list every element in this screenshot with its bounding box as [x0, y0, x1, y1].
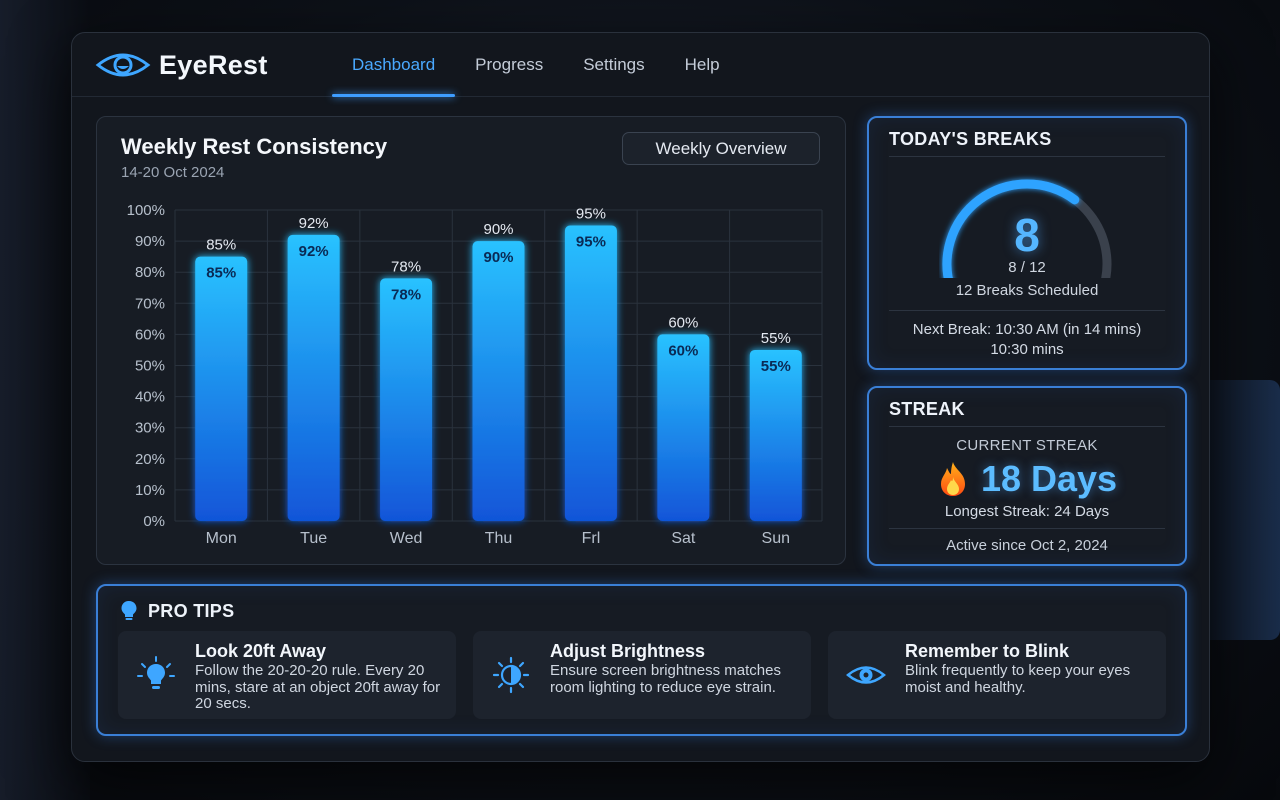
- tip-title: Remember to Blink: [905, 641, 1070, 661]
- x-tick-label: Wed: [390, 530, 423, 547]
- weekly-rest-bar-chart: 0% 10% 20% 30% 40% 50% 60% 70% 80% 90% 100% 85% 85% M…: [127, 202, 823, 547]
- x-tick-label: Sat: [671, 530, 696, 547]
- bar-value-label: 85%: [206, 237, 236, 254]
- x-tick-label: Tue: [300, 530, 327, 547]
- bar-mon: [195, 256, 248, 521]
- y-tick-label: 40%: [135, 389, 165, 406]
- tab-help[interactable]: Help: [684, 55, 720, 74]
- tab-progress[interactable]: Progress: [475, 55, 544, 74]
- bar-thu: [472, 241, 525, 521]
- background-blur-right: [1200, 380, 1280, 640]
- bar-inner-value-label: 95%: [576, 234, 606, 251]
- app-window: EyeRest Dashboard Progress Settings Help…: [71, 32, 1210, 762]
- divider: [889, 310, 1165, 311]
- y-tick-label: 100%: [127, 202, 165, 219]
- longest-streak: Longest Streak: 24 Days: [944, 503, 1110, 520]
- tip-text: Ensure screen brightness matches room li…: [550, 662, 781, 696]
- brightness-icon: [492, 656, 530, 694]
- bar-value-label: 95%: [576, 206, 606, 223]
- bar-inner-value-label: 60%: [668, 342, 698, 359]
- tab-dashboard[interactable]: Dashboard: [332, 33, 456, 97]
- tip-card-blink[interactable]: Remember to Blink Blink frequently to ke…: [828, 631, 1166, 719]
- tip-text: Follow the 20-20-20 rule. Every 20 mins,…: [195, 662, 441, 712]
- x-tick-label: Sun: [762, 530, 790, 547]
- pro-tips-card: PRO TIPS Look 20ft Away Follow the 20-20…: [96, 584, 1187, 736]
- tip-title: Look 20ft Away: [195, 641, 327, 661]
- y-tick-label: 50%: [135, 358, 165, 375]
- streak-title: STREAK: [889, 399, 965, 419]
- active-since: Active since Oct 2, 2024: [946, 537, 1108, 554]
- breaks-taken-count: 8: [1014, 209, 1040, 261]
- next-break-time: Next Break: 10:30 AM (in 14 mins): [912, 321, 1142, 338]
- bar-inner-value-label: 90%: [483, 249, 513, 266]
- bar-frl: [564, 225, 617, 522]
- current-streak-label: CURRENT STREAK: [956, 437, 1098, 454]
- chart-date-range: 14-20 Oct 2024: [121, 164, 225, 181]
- tip-title: Adjust Brightness: [550, 641, 706, 661]
- streak-card: STREAK CURRENT STREAK 18 Days Longest St…: [867, 386, 1187, 566]
- tip-card-look-away[interactable]: Look 20ft Away Follow the 20-20-20 rule.…: [118, 631, 456, 719]
- top-navigation-bar: EyeRest Dashboard Progress Settings Help: [72, 33, 1209, 97]
- lightbulb-icon: [121, 601, 137, 620]
- y-tick-label: 80%: [135, 264, 165, 281]
- current-streak-value: 18 Days: [980, 458, 1118, 499]
- app-logo[interactable]: EyeRest: [95, 49, 268, 81]
- divider: [889, 156, 1165, 157]
- breaks-scheduled-label: 12 Breaks Scheduled: [955, 282, 1099, 299]
- chart-title: Weekly Rest Consistency: [121, 134, 388, 159]
- y-tick-label: 20%: [135, 451, 165, 468]
- bar-inner-value-label: 85%: [206, 265, 236, 282]
- current-streak: 18 Days: [869, 458, 1185, 500]
- tip-card-brightness[interactable]: Adjust Brightness Ensure screen brightne…: [473, 631, 811, 719]
- divider: [889, 528, 1165, 529]
- bar-value-label: 60%: [668, 314, 698, 331]
- weekly-overview-button[interactable]: Weekly Overview: [622, 132, 820, 165]
- y-tick-label: 90%: [135, 233, 165, 250]
- bar-sat: [657, 334, 710, 521]
- y-tick-label: 70%: [135, 295, 165, 312]
- x-tick-label: Mon: [206, 530, 237, 547]
- bar-value-label: 55%: [761, 330, 791, 347]
- breaks-progress-gauge: [942, 179, 1112, 278]
- bar-value-label: 90%: [483, 221, 513, 238]
- bar-inner-value-label: 55%: [761, 358, 791, 375]
- bar-value-label: 78%: [391, 258, 421, 275]
- y-tick-label: 10%: [135, 482, 165, 499]
- bar-tue: [287, 234, 340, 521]
- todays-breaks-card: TODAY'S BREAKS 8 8 / 12 12 Breaks Schedu…: [867, 116, 1187, 370]
- weekly-chart-card: 0% 10% 20% 30% 40% 50% 60% 70% 80% 90% 100% 85% 85% M…: [96, 116, 846, 565]
- next-break-info: Next Break: 10:30 AM (in 14 mins) 10:30 …: [869, 320, 1185, 360]
- eye-icon: [846, 666, 886, 684]
- divider: [889, 426, 1165, 427]
- main-nav: Dashboard Progress Settings Help: [332, 33, 740, 97]
- y-tick-label: 30%: [135, 420, 165, 437]
- next-break-duration: 10:30 mins: [990, 341, 1064, 358]
- pro-tips-header: PRO TIPS: [120, 600, 234, 622]
- tip-text: Blink frequently to keep your eyes moist…: [905, 662, 1131, 696]
- lightbulb-icon: [137, 656, 175, 689]
- x-tick-label: Frl: [582, 530, 601, 547]
- breaks-fraction: 8 / 12: [1008, 259, 1046, 276]
- eye-icon: [95, 53, 151, 77]
- y-tick-label: 60%: [135, 326, 165, 343]
- app-name: EyeRest: [159, 49, 268, 80]
- pro-tips-title: PRO TIPS: [148, 600, 235, 621]
- x-tick-label: Thu: [485, 530, 513, 547]
- bar-wed: [380, 278, 433, 521]
- bar-inner-value-label: 92%: [299, 243, 329, 260]
- y-tick-label: 0%: [143, 513, 165, 530]
- flame-icon: [940, 462, 965, 496]
- bar-inner-value-label: 78%: [391, 286, 421, 303]
- bar-value-label: 92%: [299, 215, 329, 232]
- bar-sun: [749, 349, 802, 521]
- todays-breaks-title: TODAY'S BREAKS: [889, 129, 1052, 149]
- tab-settings[interactable]: Settings: [583, 55, 645, 74]
